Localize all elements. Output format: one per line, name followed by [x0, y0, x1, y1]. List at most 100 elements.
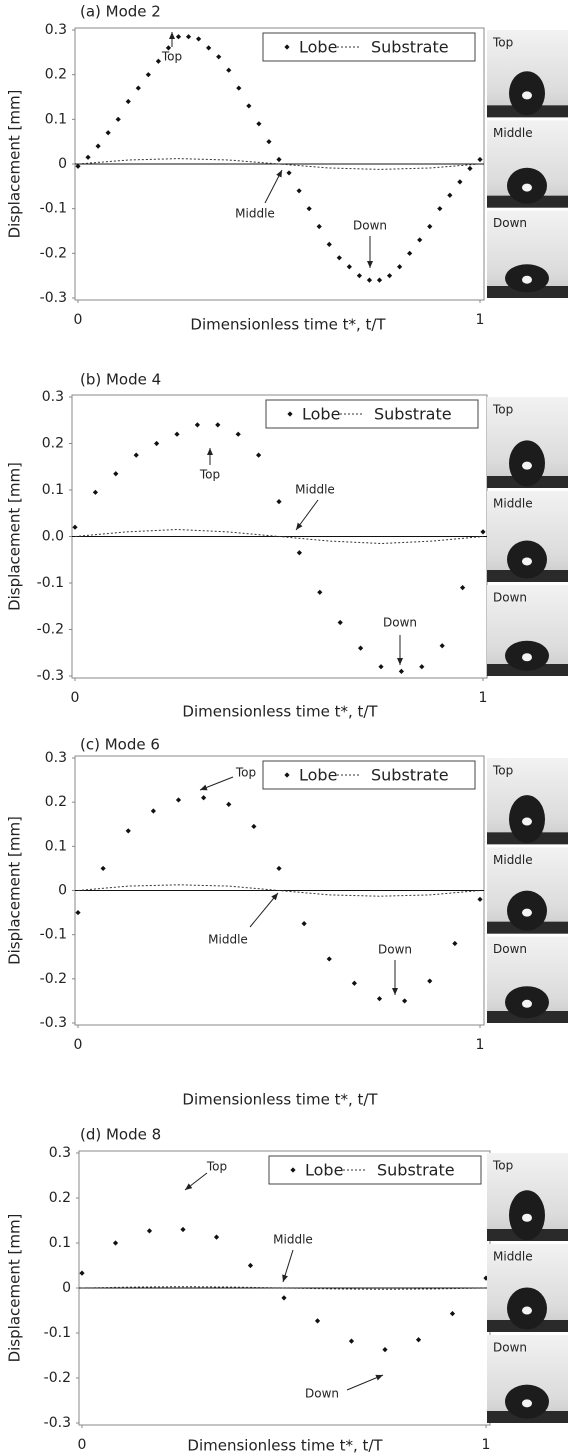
legend-box	[265, 399, 479, 429]
legend-label: Lobe	[299, 766, 337, 785]
lobe-point	[336, 255, 342, 261]
snapshot-label: Down	[493, 216, 527, 230]
lobe-point	[276, 865, 282, 872]
y-tick-label: -0.2	[37, 622, 64, 638]
lobe-point	[194, 422, 200, 428]
chart-title: (b) Mode 4	[80, 371, 161, 389]
lobe-point	[236, 85, 242, 91]
y-axis-label: Displacement [mm]	[6, 1214, 24, 1363]
lobe-point	[437, 206, 443, 212]
snapshot-highlight	[522, 275, 532, 284]
lobe-point	[427, 223, 433, 230]
lobe-point	[407, 250, 413, 256]
lobe-point	[376, 996, 383, 1002]
y-tick-label: -0.2	[40, 971, 67, 987]
lobe-point	[402, 998, 408, 1004]
annotation: Top	[199, 468, 220, 482]
lobe-point	[75, 163, 81, 169]
snapshot-label: Middle	[493, 126, 533, 140]
annotation: Top	[161, 50, 182, 64]
lobe-point	[276, 499, 282, 505]
y-tick-label: -0.2	[40, 245, 67, 261]
lobe-point	[133, 452, 139, 458]
x-tick-label: 1	[476, 1037, 485, 1053]
lobe-point	[397, 264, 403, 270]
y-tick-label: 0.0	[42, 529, 64, 545]
panel: (b) Mode 4 Displacement [mm] Dimensionless…	[6, 371, 568, 721]
legend-label: Lobe	[302, 405, 340, 424]
lobe-point	[256, 452, 262, 458]
lobe-point	[460, 585, 466, 591]
legend-label: Substrate	[377, 1161, 455, 1180]
lobe-point	[376, 277, 383, 283]
lobe-point	[449, 1311, 456, 1317]
lobe-point	[92, 489, 98, 495]
lobe-point	[201, 795, 207, 801]
lobe-point	[439, 643, 445, 649]
lobe-point	[247, 1262, 254, 1269]
lobe-point	[457, 179, 463, 185]
lobe-point	[378, 664, 384, 670]
snapshot-highlight	[522, 1306, 532, 1315]
lobe-point	[72, 524, 78, 530]
y-tick-label: -0.1	[44, 1325, 71, 1341]
snapshot-label: Top	[492, 764, 513, 778]
substrate-line	[77, 158, 481, 170]
lobe-point	[213, 1234, 220, 1240]
y-tick-label: 0	[62, 1280, 71, 1296]
annotation-arrow	[249, 892, 279, 928]
annotation: Middle	[295, 483, 335, 497]
lobe-point	[417, 237, 423, 243]
lobe-point	[316, 223, 322, 230]
y-tick-label: 0.3	[42, 389, 64, 405]
snapshot-highlight	[522, 91, 532, 100]
y-tick-label: 0.1	[49, 1235, 71, 1251]
y-tick-label: 0.2	[42, 436, 64, 452]
y-tick-label: 0	[58, 883, 67, 899]
lobe-point	[113, 471, 119, 477]
lobe-point	[85, 154, 91, 160]
annotation-arrow	[346, 1374, 384, 1391]
annotation: Down	[383, 616, 417, 630]
lobe-point	[146, 1228, 153, 1234]
lobe-point	[112, 1240, 119, 1246]
y-tick-label: 0.1	[45, 838, 67, 854]
lobe-point	[256, 121, 262, 127]
legend-label: Substrate	[371, 766, 449, 785]
lobe-point	[419, 664, 425, 670]
legend-label: Lobe	[305, 1161, 343, 1180]
annotation-arrow	[184, 1172, 208, 1191]
y-tick-label: 0.3	[49, 1145, 71, 1161]
annotation-arrow	[282, 1249, 294, 1283]
lobe-point	[301, 921, 307, 927]
legend-label: Lobe	[299, 38, 337, 57]
annotation: Top	[206, 1160, 227, 1174]
x-tick-label: 0	[74, 312, 83, 328]
lobe-point	[135, 85, 141, 91]
lobe-point	[447, 192, 453, 198]
legend-label: Substrate	[371, 38, 449, 57]
lobe-point	[215, 422, 221, 428]
lobe-point	[79, 1270, 85, 1276]
legend-label: Substrate	[374, 405, 452, 424]
snapshot-highlight	[522, 183, 532, 192]
x-tick-label: 1	[476, 312, 485, 328]
snapshot-label: Down	[493, 1341, 527, 1355]
lobe-point	[154, 440, 160, 447]
y-tick-label: 0.2	[49, 1190, 71, 1206]
lobe-point	[196, 36, 202, 42]
snapshot-label: Top	[492, 36, 513, 50]
lobe-point	[175, 34, 182, 40]
legend-marker	[284, 772, 290, 778]
x-tick-label: 0	[74, 1037, 83, 1053]
lobe-point	[398, 668, 404, 674]
lobe-point	[145, 72, 151, 78]
lobe-point	[296, 188, 302, 194]
annotation: Down	[305, 1387, 339, 1401]
lobe-point	[276, 156, 282, 163]
snapshot-label: Down	[493, 942, 527, 956]
lobe-point	[382, 1347, 388, 1353]
lobe-point	[415, 1337, 422, 1343]
x-tick-label: 1	[482, 1437, 491, 1453]
